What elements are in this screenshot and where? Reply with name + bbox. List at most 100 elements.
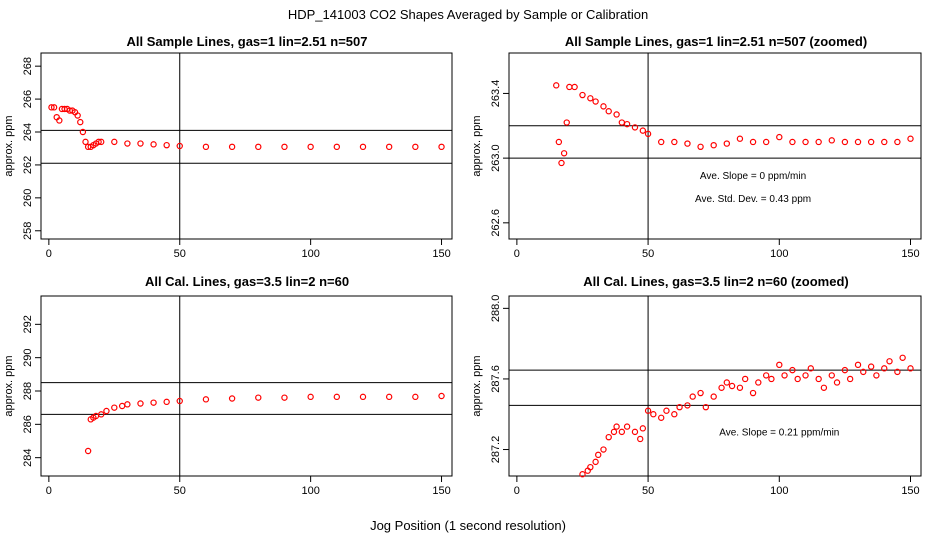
data-point [255, 143, 262, 151]
data-point [359, 393, 367, 401]
data-point [749, 138, 757, 146]
data-point [359, 143, 367, 151]
data-point [333, 143, 341, 151]
data-point [50, 104, 58, 111]
data-point [163, 398, 170, 406]
panel-1: All Sample Lines, gas=1 lin=2.51 n=507 0 5… [3, 34, 453, 260]
data-point [723, 379, 731, 386]
data-point [802, 372, 809, 379]
y-axis-label: approx. ppm [471, 115, 483, 176]
data-point [762, 138, 770, 146]
panel-title: All Cal. Lines, gas=3.5 lin=2 n=60 [145, 274, 349, 289]
data-point [553, 82, 560, 89]
x-tick-label: 100 [770, 248, 788, 260]
data-point [639, 127, 647, 134]
data-point [163, 141, 170, 149]
x-tick-label: 50 [642, 248, 654, 260]
data-point [867, 363, 875, 370]
data-point [894, 368, 901, 376]
y-tick-label: 263.0 [490, 144, 502, 172]
data-point [124, 140, 131, 147]
data-point [605, 433, 612, 441]
data-point [854, 138, 862, 146]
x-tick-label: 0 [46, 248, 52, 260]
y-tick-label: 284 [22, 448, 34, 466]
data-point [137, 400, 144, 407]
y-tick-label: 287.2 [490, 436, 502, 464]
y-axis-label: approx. ppm [471, 355, 483, 416]
data-point [718, 384, 725, 391]
y-axis-label: approx. ppm [3, 115, 15, 176]
panel-3: All Cal. Lines, gas=3.5 lin=2 n=60 0 50 100… [3, 274, 453, 497]
data-point [385, 393, 393, 401]
data-point [412, 143, 419, 151]
data-point [639, 425, 647, 432]
data-point [202, 143, 210, 151]
chart-panels: All Sample Lines, gas=1 lin=2.51 n=507 0 5… [3, 34, 922, 497]
data-point [710, 141, 717, 149]
data-point [658, 414, 665, 421]
data-point [736, 135, 744, 142]
data-point [684, 402, 691, 409]
data-point [762, 372, 770, 379]
data-point [860, 368, 867, 376]
data-point [749, 389, 757, 397]
y-tick-label: 287.6 [490, 365, 502, 393]
y-tick-label: 268 [22, 57, 34, 75]
x-tick-label: 100 [301, 248, 319, 260]
data-point [571, 83, 578, 91]
data-point [84, 447, 92, 455]
data-point [802, 138, 809, 146]
data-point [566, 83, 573, 91]
x-tick-label: 150 [901, 485, 919, 497]
data-point [671, 411, 678, 418]
data-point [623, 423, 631, 430]
data-point [150, 141, 157, 148]
data-point [854, 361, 862, 369]
data-point [82, 138, 89, 146]
data-point [555, 138, 563, 146]
annotation-text: Ave. Slope = 0.21 ppm/min [719, 427, 839, 438]
x-tick-label: 50 [174, 248, 186, 260]
data-point [807, 365, 814, 372]
y-tick-label: 260 [22, 189, 34, 207]
data-point [563, 119, 570, 126]
data-point [873, 372, 880, 379]
data-point [776, 133, 783, 141]
data-point [255, 394, 262, 401]
data-point [307, 143, 314, 151]
shared-x-axis-label: Jog Position (1 second resolution) [370, 518, 566, 533]
data-point [833, 379, 841, 386]
y-tick-label: 288.0 [490, 295, 502, 323]
data-point [600, 446, 607, 453]
data-point [281, 394, 288, 401]
data-point [841, 138, 849, 146]
data-point [48, 104, 55, 111]
data-point [736, 384, 744, 391]
panel-4: All Cal. Lines, gas=3.5 lin=2 n=60 (zoom… [471, 274, 922, 497]
y-tick-label: 286 [22, 415, 34, 433]
data-point [438, 392, 445, 400]
data-point [618, 428, 626, 436]
data-point [579, 91, 586, 99]
data-point [307, 393, 314, 401]
data-point [56, 117, 63, 124]
data-point [605, 108, 612, 115]
x-tick-label: 100 [770, 485, 788, 497]
y-tick-label: 263.4 [490, 80, 502, 108]
y-tick-label: 266 [22, 90, 34, 108]
data-point [631, 124, 639, 131]
data-point [828, 137, 835, 144]
data-point [623, 120, 631, 128]
data-point [697, 143, 704, 151]
figure-title: HDP_141003 CO2 Shapes Averaged by Sample… [288, 7, 648, 22]
data-point [176, 397, 183, 405]
data-point [103, 407, 110, 415]
data-point [689, 393, 696, 400]
y-tick-label: 262 [22, 156, 34, 174]
panel-title: All Sample Lines, gas=1 lin=2.51 n=507 (… [565, 34, 867, 49]
data-point [333, 393, 341, 401]
data-point [907, 365, 914, 372]
data-point [815, 375, 822, 383]
